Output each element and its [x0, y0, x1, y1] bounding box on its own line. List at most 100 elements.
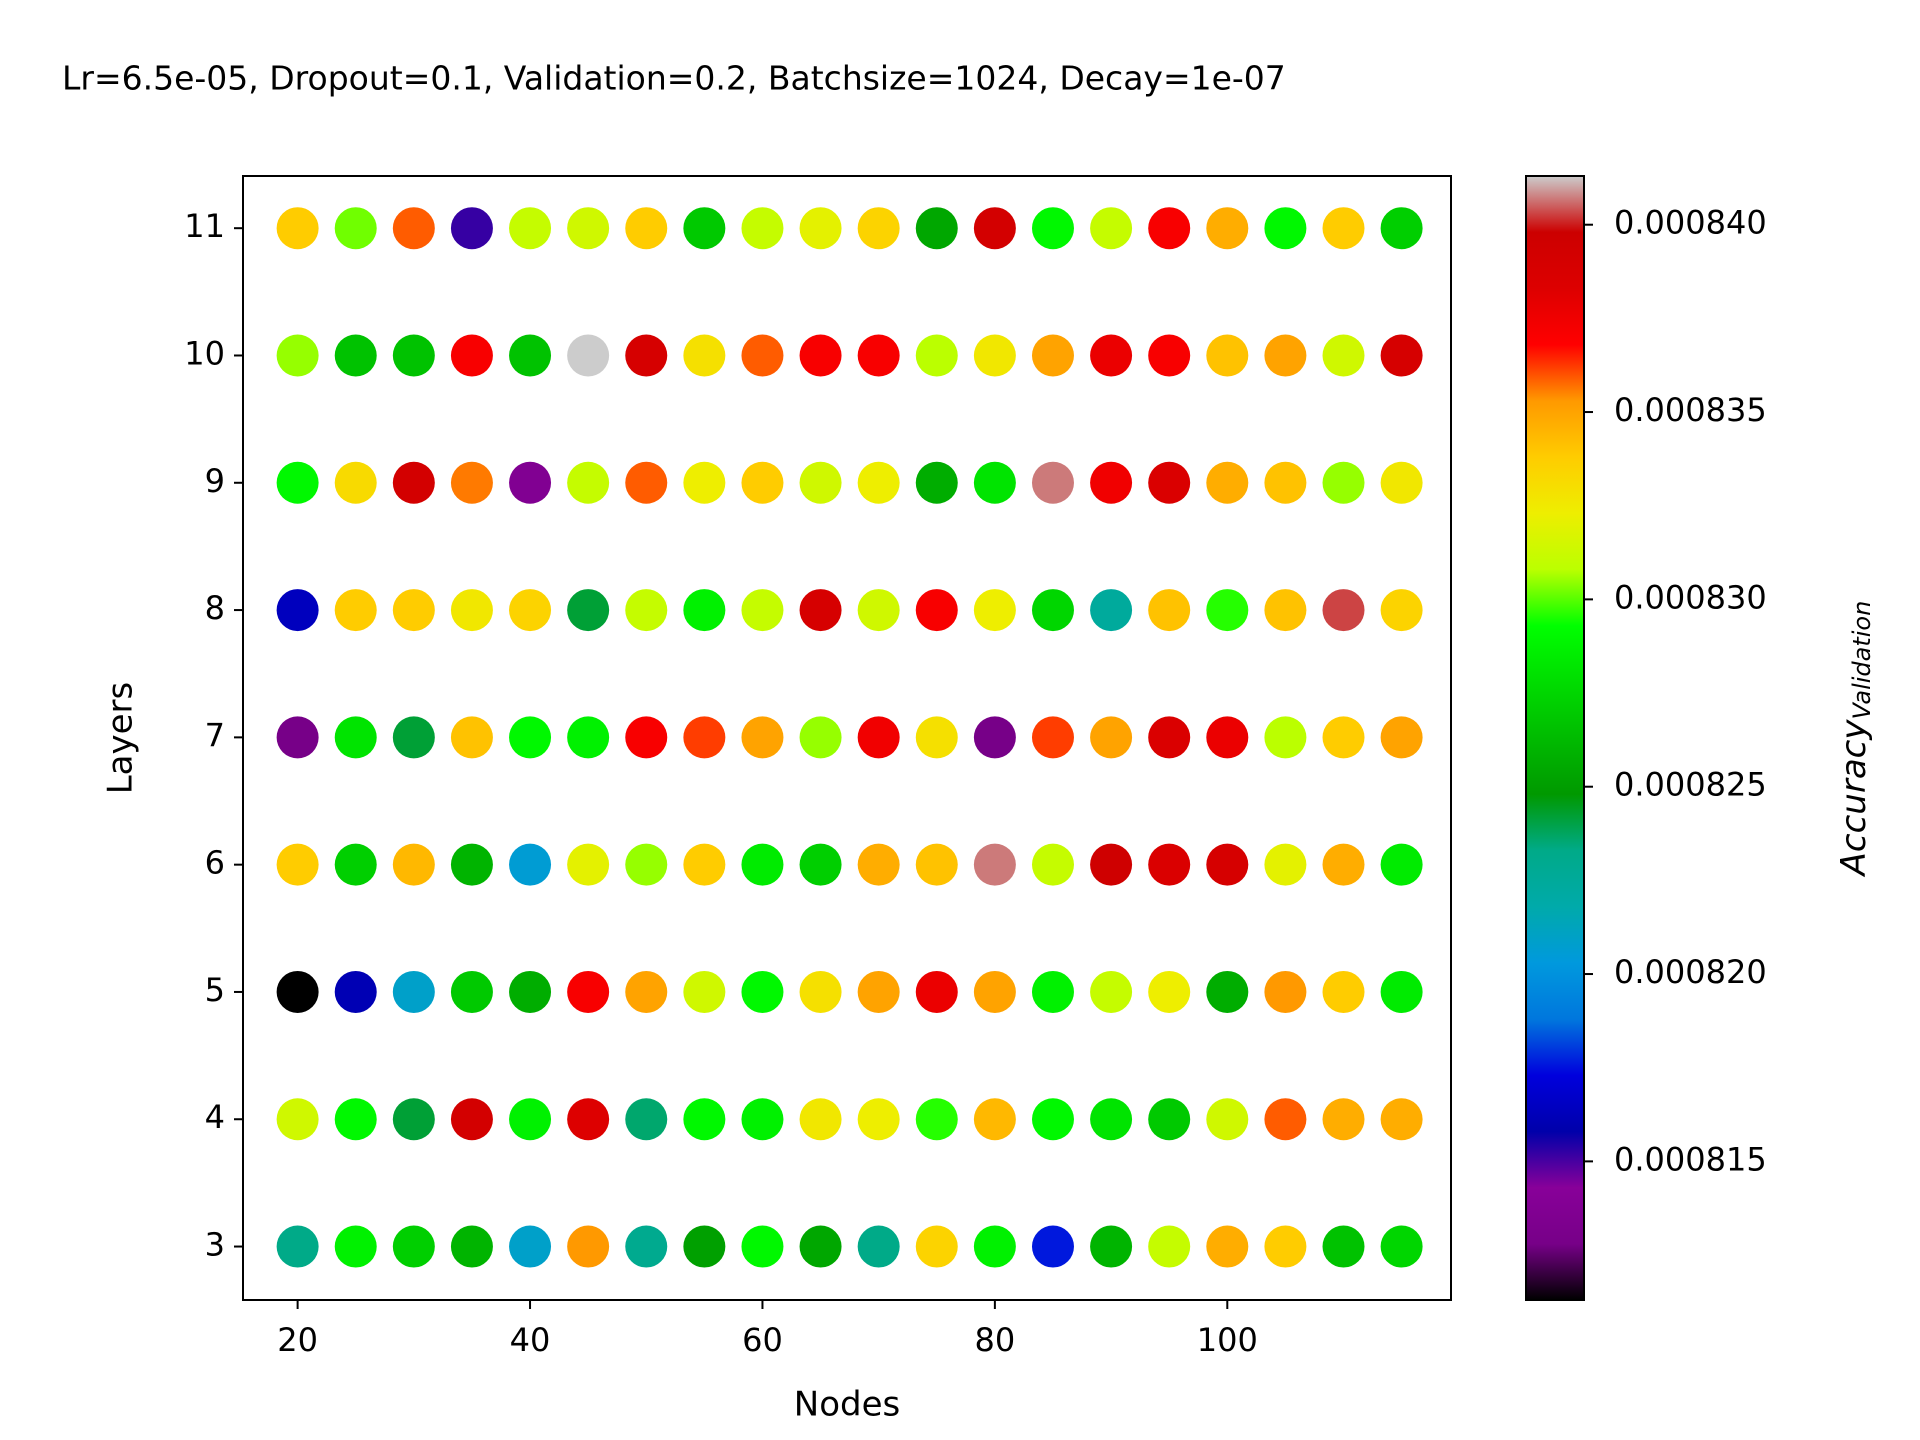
- point: [392, 207, 435, 250]
- point: [625, 843, 668, 886]
- point: [1380, 1098, 1423, 1141]
- point: [973, 716, 1016, 759]
- point: [567, 207, 610, 250]
- point: [334, 589, 377, 632]
- point: [973, 1098, 1016, 1141]
- point: [1148, 334, 1191, 377]
- x-tick-label: 80: [975, 1321, 1016, 1359]
- colorbar-tick-label: 0.000830: [1614, 578, 1767, 616]
- point: [509, 843, 552, 886]
- point: [450, 843, 493, 886]
- colorbar-label-main: Accuracy: [1834, 719, 1874, 878]
- point: [1322, 461, 1365, 504]
- point: [1148, 1225, 1191, 1268]
- point: [392, 461, 435, 504]
- point: [683, 716, 726, 759]
- point: [973, 334, 1016, 377]
- point: [334, 1098, 377, 1141]
- point: [625, 1225, 668, 1268]
- point: [1031, 334, 1074, 377]
- point: [973, 970, 1016, 1013]
- point: [276, 1225, 319, 1268]
- point: [1206, 461, 1249, 504]
- point: [973, 1225, 1016, 1268]
- y-tick-label: 10: [184, 334, 225, 372]
- point: [1322, 970, 1365, 1013]
- point: [1380, 461, 1423, 504]
- point: [276, 716, 319, 759]
- colorbar-tick-label: 0.000815: [1614, 1140, 1767, 1178]
- point: [567, 1098, 610, 1141]
- point: [1264, 970, 1307, 1013]
- point: [973, 843, 1016, 886]
- point: [1090, 1225, 1133, 1268]
- point: [741, 970, 784, 1013]
- point: [1264, 1225, 1307, 1268]
- point: [799, 589, 842, 632]
- y-tick-label: 7: [205, 716, 225, 754]
- point: [799, 1225, 842, 1268]
- y-tick-label: 9: [205, 462, 225, 500]
- point: [567, 970, 610, 1013]
- point: [1264, 207, 1307, 250]
- point: [799, 207, 842, 250]
- point: [741, 207, 784, 250]
- point: [1264, 589, 1307, 632]
- point: [450, 589, 493, 632]
- point: [625, 207, 668, 250]
- point: [1322, 1225, 1365, 1268]
- point: [683, 207, 726, 250]
- colorbar: [1525, 175, 1585, 1301]
- point: [276, 970, 319, 1013]
- point: [799, 461, 842, 504]
- point: [1264, 334, 1307, 377]
- colorbar-tick-label: 0.000825: [1614, 766, 1767, 804]
- point: [683, 1098, 726, 1141]
- point: [1264, 716, 1307, 759]
- point: [509, 589, 552, 632]
- point: [683, 334, 726, 377]
- point: [1090, 1098, 1133, 1141]
- point: [1148, 461, 1191, 504]
- point: [1148, 970, 1191, 1013]
- point: [857, 334, 900, 377]
- x-tick-label: 60: [742, 1321, 783, 1359]
- point: [1206, 716, 1249, 759]
- point: [1031, 1225, 1074, 1268]
- point: [741, 334, 784, 377]
- point: [857, 207, 900, 250]
- point: [915, 1098, 958, 1141]
- colorbar-label-sub: Validation: [1848, 601, 1876, 720]
- y-tick-label: 6: [205, 844, 225, 882]
- point: [799, 1098, 842, 1141]
- point: [1322, 589, 1365, 632]
- point: [1206, 1225, 1249, 1268]
- point: [1031, 207, 1074, 250]
- point: [857, 843, 900, 886]
- point: [1148, 1098, 1191, 1141]
- point: [1206, 334, 1249, 377]
- x-tick-label: 40: [510, 1321, 551, 1359]
- point: [973, 461, 1016, 504]
- point: [1322, 334, 1365, 377]
- point: [450, 1098, 493, 1141]
- point: [1322, 207, 1365, 250]
- point: [276, 207, 319, 250]
- point: [450, 334, 493, 377]
- point: [509, 1098, 552, 1141]
- point: [915, 334, 958, 377]
- point: [1031, 589, 1074, 632]
- point: [1380, 716, 1423, 759]
- point: [1090, 207, 1133, 250]
- point: [857, 970, 900, 1013]
- point: [857, 1225, 900, 1268]
- x-tick-label: 20: [277, 1321, 318, 1359]
- point: [509, 334, 552, 377]
- point: [1148, 716, 1191, 759]
- point: [1206, 207, 1249, 250]
- point: [683, 970, 726, 1013]
- point: [334, 461, 377, 504]
- point: [392, 334, 435, 377]
- point: [392, 589, 435, 632]
- point: [1090, 589, 1133, 632]
